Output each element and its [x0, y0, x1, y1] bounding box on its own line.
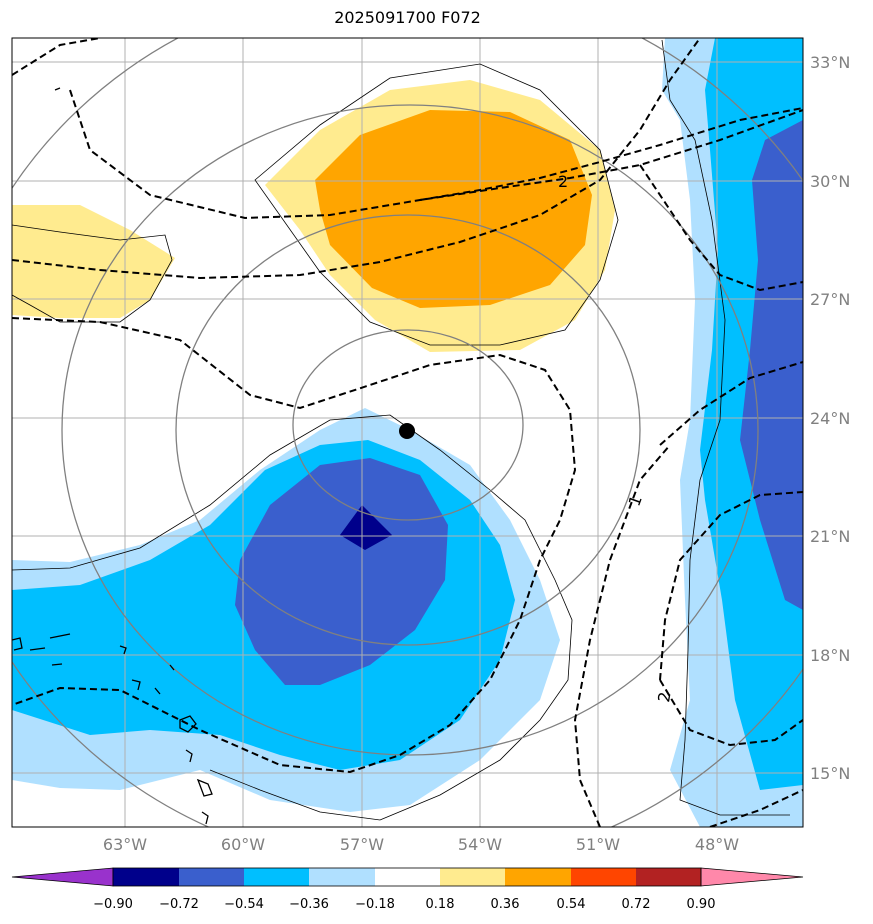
colorbar-bin-3 — [244, 868, 309, 886]
lat-label-27n: 27°N — [810, 290, 850, 309]
colorbar-label-p090: 0.90 — [687, 897, 716, 912]
contour-label-2-north: 2 — [558, 172, 568, 191]
colorbar-bin-9 — [636, 868, 701, 886]
shade-west-light-yellow — [12, 205, 175, 318]
colorbar-label-p036: 0.36 — [491, 897, 520, 912]
colorbar-label-p018: 0.18 — [426, 897, 455, 912]
lon-label-60w: 60°W — [221, 835, 265, 854]
gray-contours — [12, 38, 803, 827]
colorbar-frame — [112, 867, 702, 887]
colorbar-bin-8 — [571, 868, 636, 886]
lat-label-24n: 24°N — [810, 409, 850, 428]
colorbar-bin-7 — [505, 868, 571, 886]
lat-label-30n: 30°N — [810, 172, 850, 191]
colorbar-extend-low — [11, 867, 114, 887]
lon-label-54w: 54°W — [458, 835, 502, 854]
shaded-field-positive — [12, 80, 615, 352]
lat-label-33n: 33°N — [810, 53, 850, 72]
gridlines — [12, 38, 803, 827]
colorbar-extend-high — [700, 867, 804, 887]
lat-label-15n: 15°N — [810, 764, 850, 783]
colorbar-label-m054: −0.54 — [224, 897, 264, 912]
lon-labels: 63°W 60°W 57°W 54°W 51°W 48°W — [103, 835, 739, 854]
shade-central-dark-blue — [340, 505, 392, 550]
lat-labels: 33°N 30°N 27°N 24°N 21°N 18°N 15°N — [810, 53, 850, 783]
map-frame — [11, 37, 804, 828]
colorbar-label-p072: 0.72 — [622, 897, 651, 912]
lon-label-48w: 48°W — [695, 835, 739, 854]
lon-label-63w: 63°W — [103, 835, 147, 854]
colorbar-bin-5 — [375, 868, 440, 886]
shaded-field-negative — [12, 38, 803, 827]
coastlines — [12, 87, 213, 825]
colorbar-label-p054: 0.54 — [557, 897, 586, 912]
map-panel[interactable]: 2 1 2 — [0, 0, 873, 870]
colorbar-label-m072: −0.72 — [159, 897, 199, 912]
colorbar: −0.90 −0.72 −0.54 −0.36 −0.18 0.18 0.36 … — [11, 867, 804, 912]
shade-central-mid-blue — [235, 458, 448, 685]
map-title: 2025091700 F072 — [334, 8, 481, 27]
dashed-contours — [12, 38, 803, 827]
colorbar-bin-4 — [309, 868, 375, 886]
lon-label-51w: 51°W — [576, 835, 620, 854]
storm-center-marker[interactable] — [399, 423, 415, 439]
colorbar-bin-2 — [179, 868, 244, 886]
colorbar-label-m090: −0.90 — [93, 897, 133, 912]
shade-north-orange — [315, 110, 592, 308]
lat-label-21n: 21°N — [810, 527, 850, 546]
thin-black-contours — [12, 39, 790, 821]
colorbar-label-m018: −0.18 — [355, 897, 395, 912]
colorbar-bin-6 — [440, 868, 505, 886]
lat-label-18n: 18°N — [810, 646, 850, 665]
colorbar-label-m036: −0.36 — [289, 897, 329, 912]
lon-label-57w: 57°W — [340, 835, 384, 854]
contour-label-2-southeast: 2 — [654, 690, 674, 703]
colorbar-bin-1 — [113, 868, 179, 886]
shade-east-mid-blue — [740, 120, 803, 610]
